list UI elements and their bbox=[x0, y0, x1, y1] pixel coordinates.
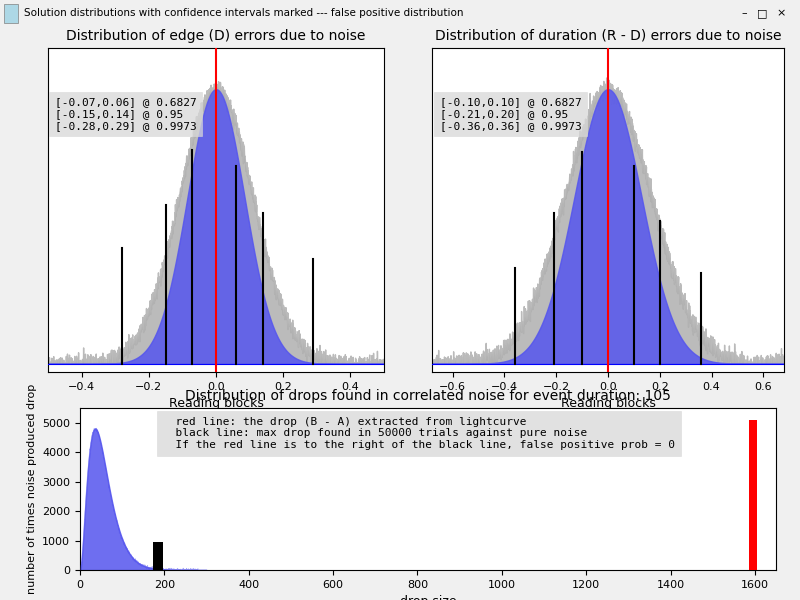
Text: red line: the drop (B - A) extracted from lightcurve
  black line: max drop foun: red line: the drop (B - A) extracted fro… bbox=[162, 417, 675, 450]
Title: Distribution of drops found in correlated noise for event duration: 105: Distribution of drops found in correlate… bbox=[185, 389, 671, 403]
Bar bbox=[749, 420, 757, 570]
Title: Distribution of edge (D) errors due to noise: Distribution of edge (D) errors due to n… bbox=[66, 29, 366, 43]
Text: □: □ bbox=[757, 8, 768, 19]
Text: Solution distributions with confidence intervals marked --- false positive distr: Solution distributions with confidence i… bbox=[24, 8, 463, 19]
Text: ×: × bbox=[776, 8, 786, 19]
X-axis label: drop size: drop size bbox=[400, 595, 456, 600]
Bar bbox=[153, 542, 163, 570]
Text: [-0.07,0.06] @ 0.6827
[-0.15,0.14] @ 0.95
[-0.28,0.29] @ 0.9973: [-0.07,0.06] @ 0.6827 [-0.15,0.14] @ 0.9… bbox=[54, 97, 197, 131]
Text: [-0.10,0.10] @ 0.6827
[-0.21,0.20] @ 0.95
[-0.36,0.36] @ 0.9973: [-0.10,0.10] @ 0.6827 [-0.21,0.20] @ 0.9… bbox=[440, 97, 582, 131]
Title: Distribution of duration (R - D) errors due to noise: Distribution of duration (R - D) errors … bbox=[434, 29, 782, 43]
Bar bbox=[4, 4, 18, 23]
Text: –: – bbox=[741, 8, 747, 19]
X-axis label: Reading blocks: Reading blocks bbox=[169, 397, 263, 410]
X-axis label: Reading blocks: Reading blocks bbox=[561, 397, 655, 410]
Y-axis label: number of times noise produced drop: number of times noise produced drop bbox=[26, 384, 37, 594]
